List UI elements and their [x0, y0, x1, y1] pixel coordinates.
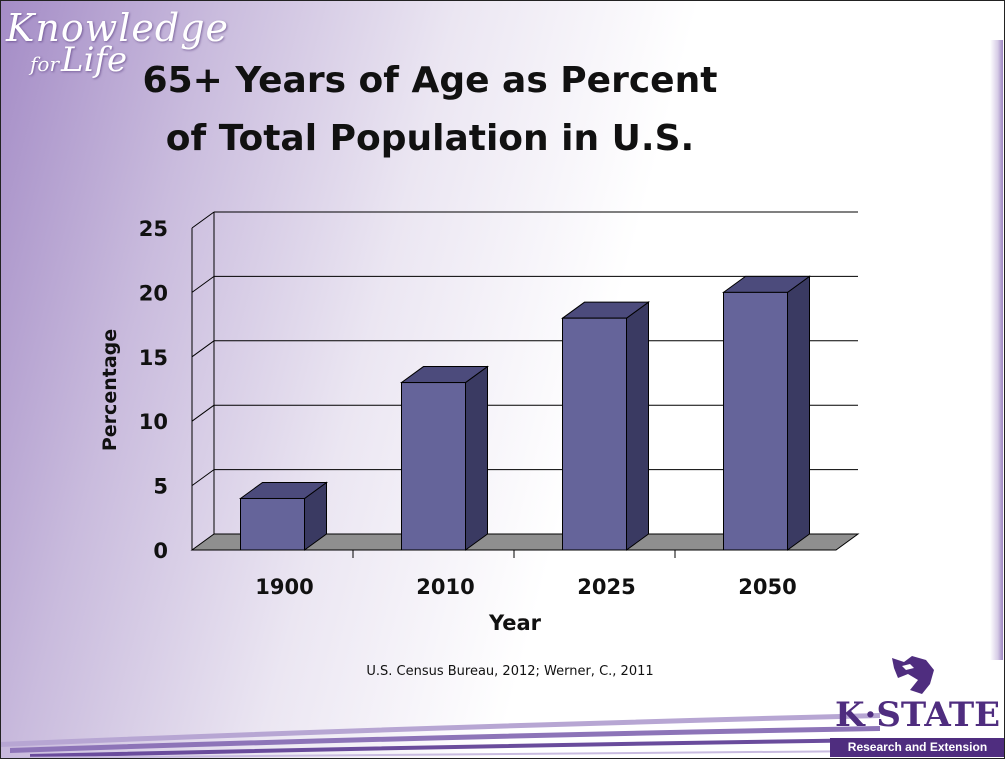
right-edge-gradient [990, 40, 1003, 660]
bar-2010 [401, 382, 466, 551]
gridline-wall-10 [191, 404, 215, 422]
y-tick-label-20: 20 [139, 281, 168, 305]
x-tick-label-1900: 1900 [255, 575, 313, 599]
powercat-icon [892, 656, 934, 694]
grid-layer [190, 211, 860, 551]
x-axis-title: Year [488, 611, 542, 635]
bar-2050 [723, 291, 788, 551]
x-tick-label-2025: 2025 [577, 575, 635, 599]
kstate-wordmark: K·STATE [834, 695, 1001, 735]
gridline-wall-15 [191, 340, 215, 358]
kstate-logo: K·STATE Research and Extension [830, 654, 1005, 759]
gridline-wall-20 [191, 275, 215, 293]
bar-1900 [240, 497, 305, 551]
bar-layer [238, 275, 812, 551]
y-tick-label-25: 25 [139, 217, 168, 241]
tagline-for: for [30, 52, 60, 76]
gridline-wall-25 [191, 211, 215, 229]
x-tick-label-2050: 2050 [738, 575, 796, 599]
tagline-for-life: forLife [30, 43, 127, 81]
x-tick-label-2010: 2010 [416, 575, 474, 599]
tagline-life: Life [61, 40, 128, 80]
y-tick-label-0: 0 [153, 539, 168, 563]
bar-2025 [562, 317, 627, 551]
y-tick-label-15: 15 [139, 346, 168, 370]
source-citation: U.S. Census Bureau, 2012; Werner, C., 20… [366, 664, 654, 679]
knowledge-for-life-tagline: Knowledge forLife [6, 6, 230, 77]
research-and-extension-label: Research and Extension [830, 738, 1005, 757]
slide-title: 65+ Years of Age as Percent of Total Pop… [142, 60, 718, 159]
gridline-wall-5 [191, 469, 215, 487]
tagline-knowledge: Knowledge [6, 6, 230, 50]
y-tick-label-10: 10 [139, 410, 168, 434]
y-tick-label-5: 5 [153, 475, 168, 499]
y-axis-title: Percentage [99, 329, 121, 451]
